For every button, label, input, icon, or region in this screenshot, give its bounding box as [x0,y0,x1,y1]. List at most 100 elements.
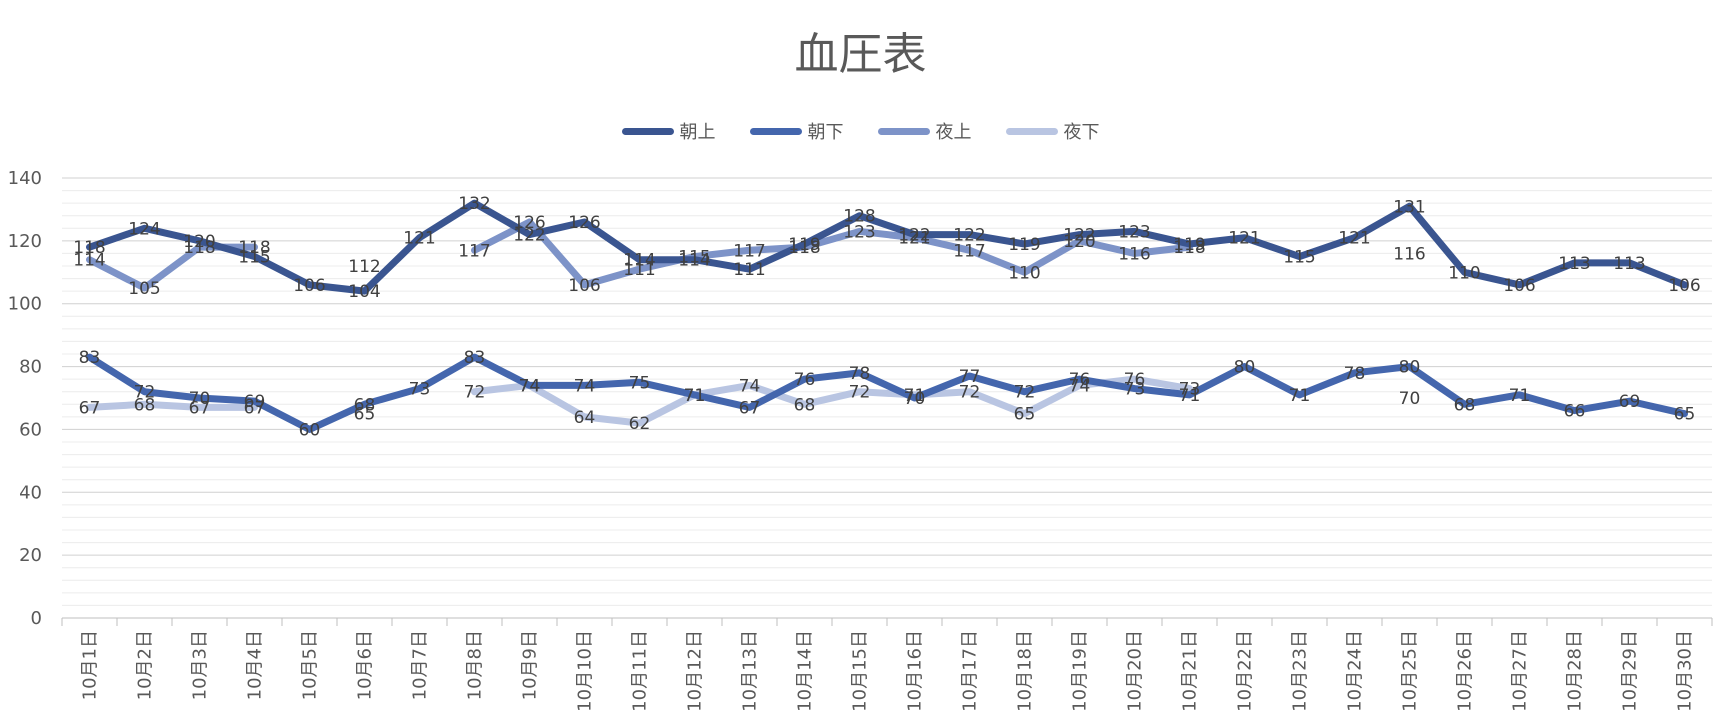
data-label-series-4: 74 [519,376,541,396]
data-label-series-4: 65 [354,405,376,425]
data-label-series-1: 131 [1393,197,1425,217]
y-tick-label: 100 [8,294,42,315]
x-tick-label: 10月3日 [190,630,211,700]
data-label-series-1: 115 [1283,248,1315,268]
data-label-series-2: 78 [1344,364,1366,384]
data-label-series-2: 70 [904,389,926,409]
data-label-series-4: 68 [794,395,816,415]
data-label-series-2: 76 [1069,370,1091,390]
legend-label: 夜下 [1063,122,1100,143]
data-label-series-2: 72 [1014,383,1036,403]
data-label-series-1: 115 [238,248,270,268]
data-label-series-4: 68 [134,395,156,415]
x-tick-label: 10月21日 [1180,630,1201,712]
x-tick-label: 10月29日 [1620,630,1641,712]
data-label-series-2: 83 [464,348,486,368]
x-tick-label: 10月19日 [1070,630,1091,712]
x-tick-label: 10月4日 [245,630,266,700]
data-label-series-4: 72 [849,383,871,403]
x-tick-label: 10月13日 [740,630,761,712]
x-tick-label: 10月23日 [1290,630,1311,712]
data-label-series-3: 118 [788,238,820,258]
y-tick-label: 0 [31,608,42,629]
data-label-series-1: 124 [128,219,160,239]
x-tick-label: 10月8日 [465,630,486,700]
legend-item: 夜下 [1005,118,1100,144]
x-tick-label: 10月26日 [1455,630,1476,712]
chart-title: 血圧表 [794,29,927,80]
data-label-series-2: 73 [409,380,431,400]
series-line-4 [471,375,1193,427]
data-label-series-2: 60 [299,420,321,440]
x-tick-label: 10月10日 [575,630,596,712]
legend-swatch [1005,127,1058,135]
legend: 朝上 朝下 夜上 夜下 [0,118,1721,144]
data-label-series-2: 73 [1124,380,1146,400]
y-tick-label: 80 [19,357,42,378]
data-label-series-4: 71 [904,386,926,406]
x-tick-label: 10月16日 [905,630,926,712]
y-tick-label: 40 [19,482,42,503]
x-tick-label: 10月28日 [1565,630,1586,712]
data-label-series-2: 75 [629,373,651,393]
x-tick-label: 10月22日 [1235,630,1256,712]
data-label-series-1: 128 [843,207,875,227]
data-label-series-3: 126 [513,213,545,233]
data-label-series-3: 118 [238,238,270,258]
series-line-4 [86,400,258,411]
data-label-series-2: 76 [794,370,816,390]
data-label-series-2: 72 [134,383,156,403]
data-label-series-1: 119 [1173,235,1205,255]
y-tick-label: 140 [8,168,42,189]
legend-label: 朝上 [679,122,716,143]
x-tick-label: 10月17日 [960,630,981,712]
data-label-series-2: 83 [79,348,101,368]
data-label-series-4: 67 [244,398,266,418]
data-label-series-3: 123 [843,222,875,242]
data-label-series-2: 67 [739,398,761,418]
data-label-series-3: 116 [1393,244,1425,264]
data-label-series-1: 122 [513,226,545,246]
x-tick-label: 10月14日 [795,630,816,712]
data-label-series-3: 118 [1173,238,1205,258]
x-tick-label: 10月15日 [850,630,871,712]
data-label-series-3: 115 [678,248,710,268]
data-label-series-3: 121 [898,229,930,249]
data-label-series-1: 119 [788,235,820,255]
data-label-series-4: 72 [464,383,486,403]
data-label-series-1: 122 [953,226,985,246]
data-label-series-2: 71 [1509,386,1531,406]
data-label-series-1: 121 [403,229,435,249]
data-label-series-2: 66 [1564,402,1586,422]
x-tick-label: 10月18日 [1015,630,1036,712]
legend-swatch [877,127,930,135]
x-tick-label: 10月12日 [685,630,706,712]
x-tick-label: 10月20日 [1125,630,1146,712]
data-label-series-4: 74 [739,376,761,396]
data-label-series-1: 132 [458,194,490,214]
legend-item: 朝下 [749,118,844,144]
x-tick-label: 10月30日 [1675,630,1696,712]
data-label-series-2: 80 [1399,358,1421,378]
legend-label: 朝下 [807,122,844,143]
data-label-series-2: 70 [189,389,211,409]
data-label-series-1: 118 [73,238,105,258]
data-label-series-1: 106 [1668,276,1700,296]
data-label-series-3: 117 [458,241,490,261]
data-label-series-3: 105 [128,279,160,299]
data-label-series-1: 113 [1558,254,1590,274]
data-label-series-2: 68 [1454,395,1476,415]
legend-item: 朝上 [621,118,716,144]
data-label-series-4: 67 [79,398,101,418]
data-label-series-1: 119 [1008,235,1040,255]
data-label-series-1: 106 [293,276,325,296]
data-label-series-1: 114 [678,251,710,271]
data-label-series-4: 73 [1179,380,1201,400]
legend-swatch [749,127,802,135]
x-tick-label: 10月9日 [520,630,541,700]
data-label-series-1: 123 [1118,222,1150,242]
data-label-series-3: 118 [183,238,215,258]
x-tick-label: 10月7日 [410,630,431,700]
